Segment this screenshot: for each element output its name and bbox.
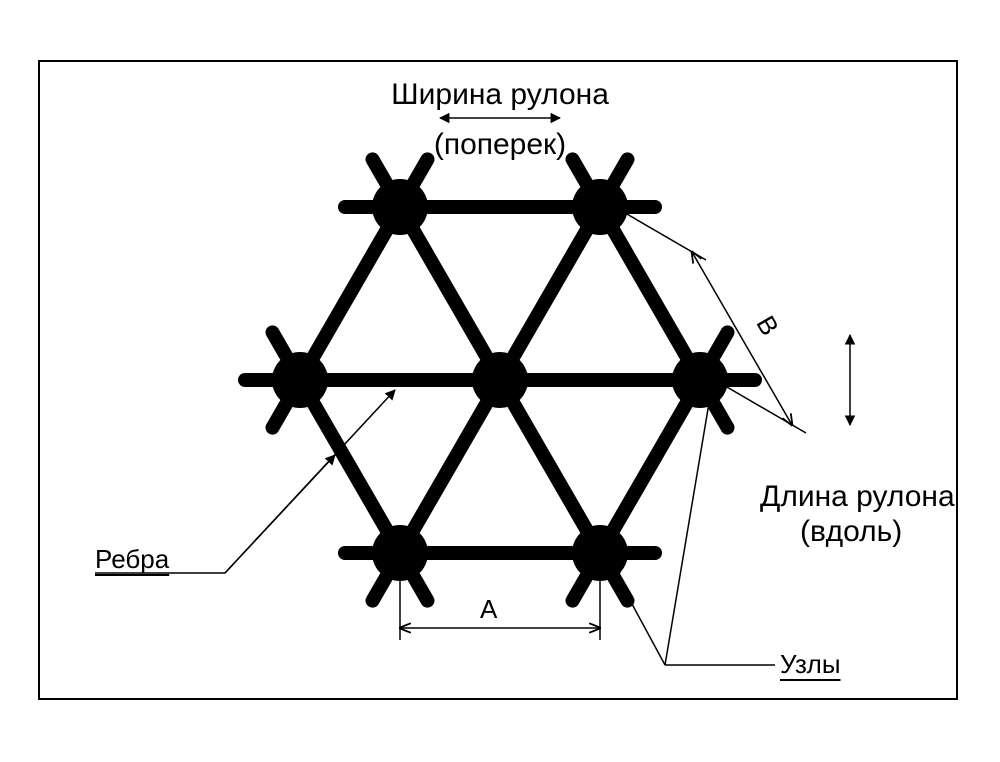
ribs-label: Ребра (95, 545, 169, 575)
nodes-label: Узлы (780, 650, 841, 680)
length-title: Длина рулона (760, 480, 955, 515)
diagram-svg: B (0, 0, 1000, 762)
dim-b-text: B (750, 310, 785, 340)
width-title: Ширина рулона (0, 78, 1000, 113)
dim-a-text: A (480, 595, 497, 625)
length-sub: (вдоль) (800, 515, 902, 550)
width-sub: (поперек) (0, 128, 1000, 163)
